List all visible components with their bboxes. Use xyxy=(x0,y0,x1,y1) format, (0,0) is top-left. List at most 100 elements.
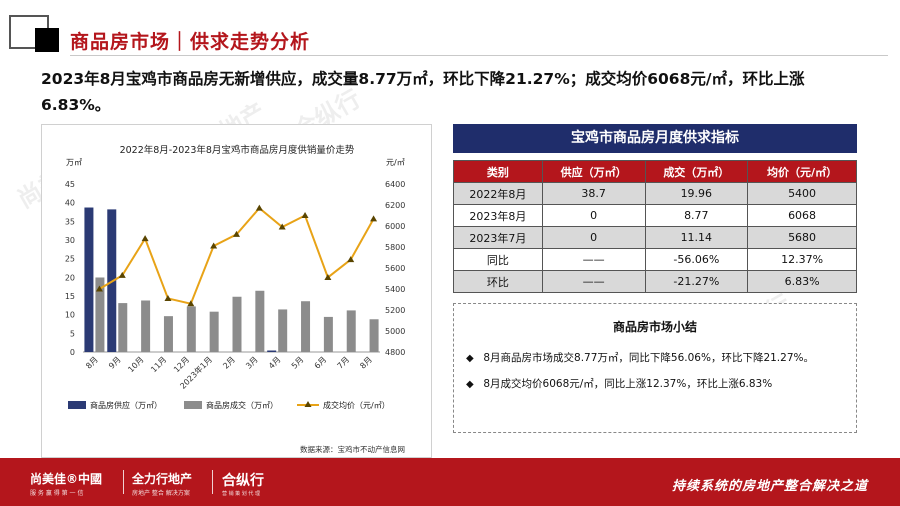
table-cell: 38.7 xyxy=(541,182,646,205)
price-point-marker xyxy=(301,212,309,218)
price-point-marker xyxy=(118,271,126,278)
footer-divider xyxy=(212,470,213,494)
table-cell: 2023年8月 xyxy=(453,204,543,227)
table-row: 2023年7月 0 11.14 5680 xyxy=(453,226,857,249)
price-point-marker xyxy=(347,256,355,263)
summary-item-text: 8月商品房市场成交8.77万㎡，同比下降56.06%，环比下降21.27%。 xyxy=(483,352,814,364)
table-cell: -56.06% xyxy=(644,248,749,271)
summary-title: 商品房市场小结 xyxy=(612,320,697,334)
left-axis-tick-label: 20 xyxy=(65,273,75,282)
logo-text: 尚美佳®中國 xyxy=(30,472,103,486)
table-cell: 0 xyxy=(541,226,646,249)
left-axis-tick-label: 5 xyxy=(70,329,75,338)
deal-bar xyxy=(209,311,219,352)
right-axis-tick-label: 5800 xyxy=(385,243,405,252)
indicator-table: 类别 供应（万㎡） 成交（万㎡） 均价（元/㎡） 2022年8月 38.7 19… xyxy=(453,160,857,293)
left-axis-tick-label: 45 xyxy=(65,180,75,189)
left-axis-tick-label: 35 xyxy=(65,217,75,226)
chart-title: 2022年8月-2023年8月宝鸡市商品房月度供销量价走势 xyxy=(120,144,355,156)
table-header-cell: 类别 xyxy=(453,160,543,183)
table-cell: 同比 xyxy=(453,248,543,271)
left-axis-tick-label: 0 xyxy=(70,348,75,357)
deal-bar xyxy=(232,296,242,352)
x-axis-tick-label: 11月 xyxy=(149,355,168,374)
right-axis-tick-label: 4800 xyxy=(385,348,405,357)
right-axis-tick-label: 6400 xyxy=(385,180,405,189)
deal-bar xyxy=(95,277,105,352)
deal-bar xyxy=(278,309,288,352)
table-header-cell: 供应（万㎡） xyxy=(541,160,646,183)
table-cell: 6068 xyxy=(747,204,857,227)
left-axis-tick-label: 10 xyxy=(65,311,75,320)
table-row: 同比 —— -56.06% 12.37% xyxy=(453,248,857,271)
x-axis-tick-label: 6月 xyxy=(313,355,329,371)
legend-deal-swatch xyxy=(184,401,202,409)
header-decor-square-fill xyxy=(35,28,59,52)
deal-bar xyxy=(141,300,151,352)
table-cell: 19.96 xyxy=(644,182,749,205)
table-cell: 5680 xyxy=(747,226,857,249)
price-point-marker xyxy=(95,285,103,292)
table-cell: 5400 xyxy=(747,182,857,205)
deal-bar xyxy=(323,316,333,352)
right-axis-tick-label: 5600 xyxy=(385,264,405,273)
deal-bar xyxy=(118,303,128,352)
right-axis-tick-label: 6200 xyxy=(385,201,405,210)
chart-source: 数据来源：宝鸡市不动产信息网 xyxy=(300,444,405,454)
x-axis-tick-label: 2月 xyxy=(221,355,237,371)
header-divider xyxy=(70,55,888,56)
price-point-marker xyxy=(141,235,149,242)
x-axis-tick-label: 4月 xyxy=(267,355,283,371)
legend-deal-label: 商品房成交（万㎡） xyxy=(206,400,278,410)
legend-price-label: 成交均价（元/㎡） xyxy=(323,400,390,410)
right-axis-tick-label: 5200 xyxy=(385,306,405,315)
right-axis-tick-label: 5000 xyxy=(385,327,405,336)
page-title: 商品房市场｜供求走势分析 xyxy=(70,31,311,53)
left-axis-unit: 万㎡ xyxy=(66,158,82,167)
table-cell: 2022年8月 xyxy=(453,182,543,205)
price-point-marker xyxy=(164,294,172,301)
table-cell: —— xyxy=(541,248,646,271)
supply-bar xyxy=(267,350,277,352)
logo-text: 全力行地产 xyxy=(132,472,193,486)
left-axis-tick-label: 15 xyxy=(65,292,75,301)
price-point-marker xyxy=(370,215,378,222)
price-point-marker xyxy=(278,223,286,230)
table-cell: 8.77 xyxy=(644,204,749,227)
price-point-marker xyxy=(210,242,218,249)
deal-bar xyxy=(163,316,173,352)
summary-panel: 商品房市场小结 ◆ 8月商品房市场成交8.77万㎡，同比下降56.06%，环比下… xyxy=(453,303,857,433)
table-cell: 12.37% xyxy=(747,248,857,271)
right-axis-tick-label: 6000 xyxy=(385,222,405,231)
table-header-cell: 成交（万㎡） xyxy=(644,160,749,183)
logo-subtext: 服 务 赢 得 第 一 信 xyxy=(30,490,84,497)
left-axis-tick-label: 30 xyxy=(65,236,75,245)
supply-bar xyxy=(84,207,94,352)
diamond-bullet-icon: ◆ xyxy=(466,353,474,364)
x-axis-tick-label: 7月 xyxy=(336,355,352,371)
footer-bar xyxy=(0,458,900,506)
x-axis-tick-label: 5月 xyxy=(290,355,306,371)
table-cell: —— xyxy=(541,270,646,293)
legend-price-marker xyxy=(304,401,312,407)
table-row: 2022年8月 38.7 19.96 5400 xyxy=(453,182,857,205)
table-row: 环比 —— -21.27% 6.83% xyxy=(453,270,857,293)
left-axis-tick-label: 40 xyxy=(65,199,75,208)
legend-supply-label: 商品房供应（万㎡） xyxy=(90,400,162,410)
footer-divider xyxy=(123,470,124,494)
summary-item-text: 8月成交均价6068元/㎡，同比上涨12.37%，环比上涨6.83% xyxy=(483,378,773,390)
logo-subtext: 营 销 策 划 代 理 xyxy=(222,491,260,497)
footer-logo-shangmeijia: 尚美佳®中國 服 务 赢 得 第 一 信 xyxy=(30,470,102,497)
legend-supply-swatch xyxy=(68,401,86,409)
table-row: 2023年8月 0 8.77 6068 xyxy=(453,204,857,227)
x-axis-tick-label: 10月 xyxy=(126,355,145,374)
logo-text: 合纵行 xyxy=(222,473,264,489)
table-cell: 2023年7月 xyxy=(453,226,543,249)
deal-bar xyxy=(186,306,196,352)
summary-item: ◆ 8月成交均价6068元/㎡，同比上涨12.37%，环比上涨6.83% xyxy=(466,376,772,391)
headline-text: 2023年8月宝鸡市商品房无新增供应，成交量8.77万㎡，环比下降21.27%；… xyxy=(41,70,805,114)
footer-logo-quanlixing: 全力行地产 房地产 整合 解决方案 xyxy=(132,470,192,497)
table-header-cell: 均价（元/㎡） xyxy=(747,160,857,183)
x-axis-tick-label: 8月 xyxy=(358,355,374,371)
